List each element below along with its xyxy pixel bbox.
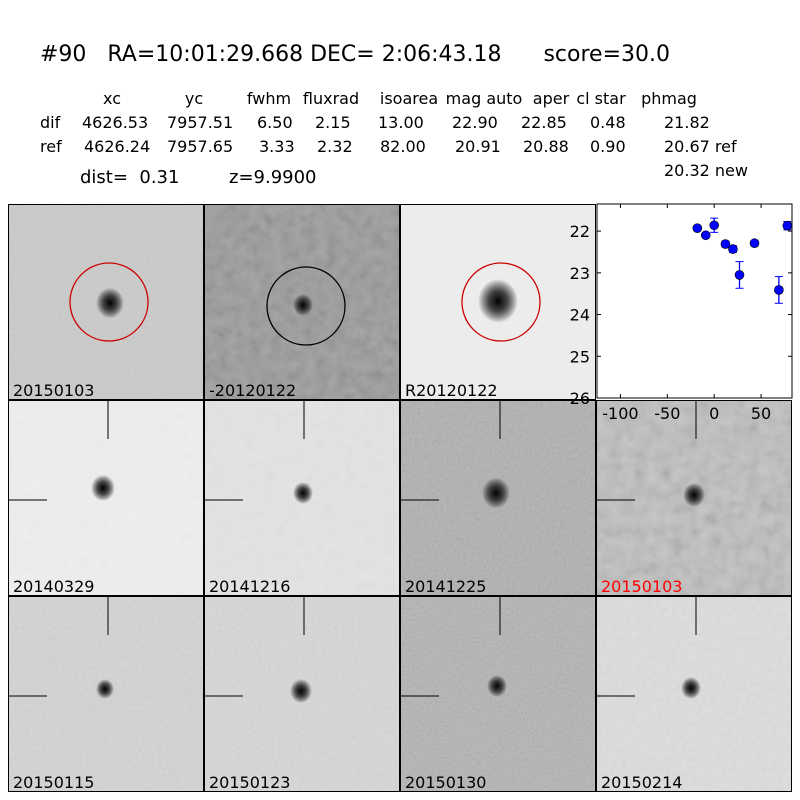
table-cell: 13.00 [378,113,424,132]
source-blob [91,474,115,502]
table-cell: 7957.51 [167,113,234,132]
stamp-date-label: 20150130 [405,773,487,792]
x-tick-label: 50 [751,404,771,423]
source-blob [683,482,705,508]
image-stamp: 20141225 [400,400,596,596]
data-point [709,220,719,231]
table-cell: 0.90 [590,137,626,156]
column-header: aper [532,89,570,108]
stamp-date-label: 20150214 [601,773,683,792]
phmag-new: 20.32 new [664,161,748,180]
table-cell: 20.91 [455,137,501,156]
stamp-date-label: 20140329 [13,577,95,596]
stamp-date-label: 20141216 [209,577,291,596]
data-point [720,239,731,249]
column-header: xc [103,89,121,108]
column-header: isoarea [379,89,439,108]
y-tick-label: 24 [570,306,590,325]
column-header: cl star [576,89,626,108]
table-cell: 7957.65 [167,137,234,156]
table-cell: 20.67 ref [664,137,737,156]
column-header: phmag [641,89,697,108]
z-value: z=9.9900 [229,167,317,188]
image-stamp: 20150130 [400,596,596,792]
column-header: fluxrad [302,89,360,108]
table-cell: 20.88 [523,137,569,156]
table-cell: 22.90 [452,113,498,132]
stamp-date-label: 20150103 [13,381,95,400]
source-blob [478,279,518,323]
aperture-circle [69,262,149,342]
data-point [734,270,745,280]
x-tick-label: -50 [654,404,680,423]
table-cell: 4626.53 [82,113,149,132]
column-header: yc [184,89,204,108]
data-point [774,285,784,295]
source-blob [96,287,124,319]
data-point [700,230,711,241]
source-blob [293,482,313,504]
y-tick-label: 22 [570,222,590,241]
x-tick-label: -100 [602,404,638,423]
row-label: dif [40,113,61,132]
aperture-circle [266,266,346,346]
column-header: mag auto [445,89,523,108]
stamp-date-label: 20150103 [601,577,683,596]
image-stamp: -20120122 [204,204,400,400]
table-cell: 21.82 [664,113,710,132]
stamp-date-label: 20141225 [405,577,487,596]
plot-area [596,203,793,399]
x-tick-label: 0 [709,404,719,423]
table-cell: 82.00 [380,137,426,156]
source-blob [293,294,313,316]
table-cell: 4626.24 [84,137,151,156]
image-stamp: 20150123 [204,596,400,792]
table-cell: 22.85 [521,113,567,132]
table-cell: 3.33 [259,137,295,156]
aperture-circle [461,262,541,342]
source-blob [681,677,701,699]
dist-value: dist= 0.31 [80,167,180,188]
data-point [749,238,760,249]
image-stamp: 20150214 [596,596,792,792]
column-header: fwhm [246,89,292,108]
image-stamp: 20141216 [204,400,400,596]
source-blob [482,477,510,509]
table-cell: 2.15 [315,113,351,132]
y-tick-label: 26 [570,389,590,408]
table-cell: 0.48 [590,113,626,132]
source-blob [290,678,312,704]
y-tick-label: 23 [570,264,590,283]
candidate-title: #90 RA=10:01:29.668 DEC= 2:06:43.18 scor… [40,42,670,67]
image-stamp: 20150103 [8,204,204,400]
stamp-date-label: R20120122 [405,381,498,400]
source-blob [487,675,507,697]
source-blob [96,679,114,699]
y-tick-label: 25 [570,347,590,366]
data-point [782,220,793,231]
table-cell: 6.50 [257,113,293,132]
image-stamp: 20140329 [8,400,204,596]
stamp-date-label: -20120122 [209,381,297,400]
image-stamp: 20150115 [8,596,204,792]
data-point [692,223,703,233]
image-stamp: R20120122 [400,204,596,400]
row-label: ref [40,137,62,156]
image-stamp: 20150103 [596,400,792,596]
table-cell: 2.32 [317,137,353,156]
data-point [728,244,738,254]
stamp-date-label: 20150123 [209,773,291,792]
stamp-date-label: 20150115 [13,773,95,792]
